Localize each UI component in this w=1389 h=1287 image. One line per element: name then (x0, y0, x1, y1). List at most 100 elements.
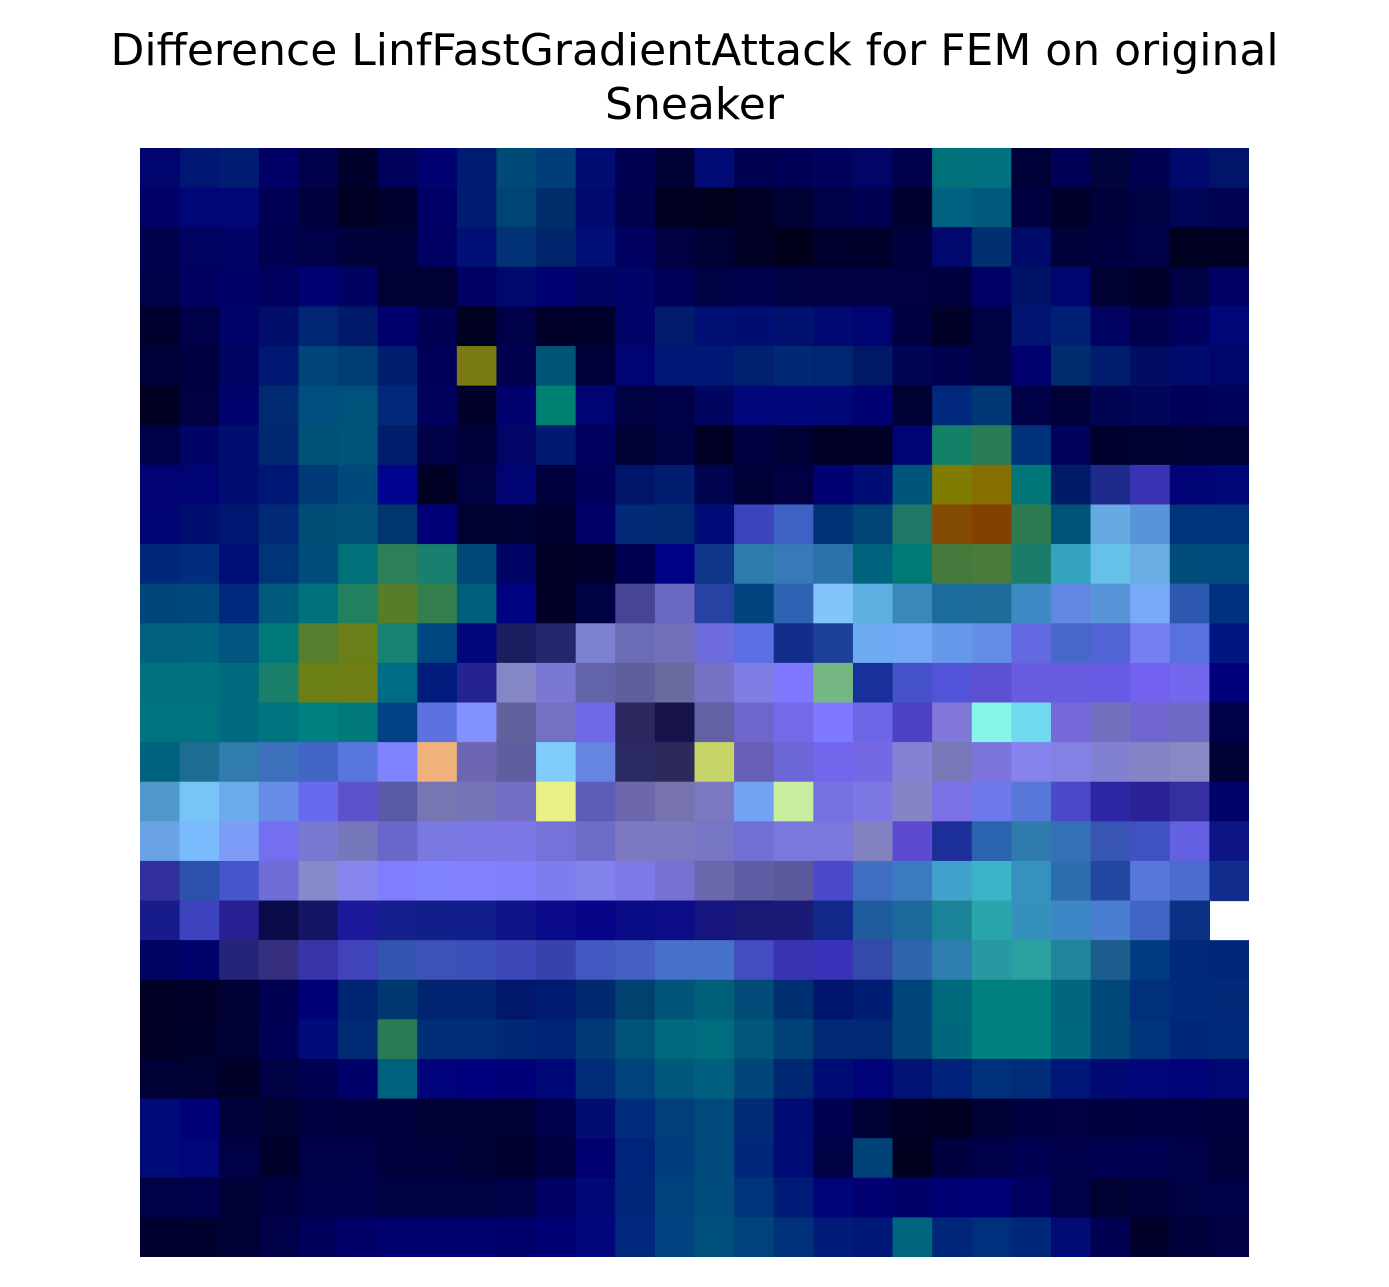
heatmap-cell-r21-c27 (1209, 979, 1249, 1020)
heatmap-cell-r0-c26 (1169, 148, 1210, 189)
heatmap-cell-r24-c13 (654, 1098, 696, 1139)
heatmap-cell-r7-c4 (298, 425, 339, 466)
heatmap-cell-r24-c16 (773, 1098, 814, 1139)
heatmap-cell-r23-c5 (338, 1058, 379, 1100)
heatmap-cell-r9-c2 (219, 504, 260, 545)
heatmap-cell-r5-c1 (179, 346, 220, 387)
heatmap-cell-r27-c18 (852, 1217, 894, 1257)
heatmap-cell-r19-c21 (971, 900, 1012, 941)
heatmap-cell-r17-c10 (536, 821, 577, 862)
heatmap-cell-r15-c14 (694, 742, 735, 783)
heatmap-cell-r24-c21 (971, 1098, 1012, 1139)
heatmap-cell-r24-c11 (575, 1098, 616, 1139)
heatmap-cell-r13-c22 (1011, 662, 1052, 704)
heatmap-cell-r23-c24 (1090, 1058, 1131, 1100)
heatmap-cell-r21-c20 (932, 979, 973, 1020)
heatmap-cell-r19-c8 (456, 900, 498, 941)
heatmap-cell-r26-c20 (932, 1177, 973, 1218)
heatmap-cell-r12-c3 (258, 623, 300, 664)
heatmap-cell-r9-c14 (694, 504, 735, 545)
heatmap-cell-r13-c2 (219, 662, 260, 704)
heatmap-cell-r11-c6 (377, 583, 418, 624)
heatmap-cell-r3-c3 (258, 266, 300, 308)
heatmap-cell-r3-c9 (496, 266, 537, 308)
heatmap-cell-r11-c1 (179, 583, 220, 624)
heatmap-cell-r1-c9 (496, 187, 537, 228)
heatmap-cell-r25-c8 (456, 1138, 498, 1179)
heatmap-cell-r20-c20 (932, 940, 973, 981)
heatmap-cell-r8-c13 (654, 464, 696, 506)
heatmap-cell-r25-c25 (1130, 1138, 1171, 1179)
heatmap-cell-r15-c7 (417, 742, 458, 783)
heatmap-cell-r23-c22 (1011, 1058, 1052, 1100)
heatmap-cell-r27-c19 (892, 1217, 933, 1257)
heatmap-cell-r27-c0 (140, 1217, 181, 1257)
heatmap-cell-r4-c5 (338, 306, 379, 347)
heatmap-cell-r3-c0 (140, 266, 181, 308)
heatmap-cell-r13-c3 (258, 662, 300, 704)
heatmap-cell-r1-c26 (1169, 187, 1210, 228)
heatmap-cell-r21-c1 (179, 979, 220, 1020)
heatmap-cell-r7-c2 (219, 425, 260, 466)
heatmap-cell-r26-c19 (892, 1177, 933, 1218)
heatmap-cell-r21-c19 (892, 979, 933, 1020)
heatmap-cell-r21-c13 (654, 979, 696, 1020)
heatmap-cell-r12-c24 (1090, 623, 1131, 664)
heatmap-cell-r17-c16 (773, 821, 814, 862)
heatmap-cell-r23-c17 (813, 1058, 854, 1100)
heatmap-cell-r8-c9 (496, 464, 537, 506)
heatmap-cell-r12-c0 (140, 623, 181, 664)
heatmap-cell-r20-c26 (1169, 940, 1210, 981)
heatmap-cell-r23-c15 (734, 1058, 775, 1100)
heatmap-cell-r10-c22 (1011, 544, 1052, 585)
heatmap-cell-r13-c12 (615, 662, 656, 704)
heatmap-cell-r23-c19 (892, 1058, 933, 1100)
heatmap-cell-r2-c5 (338, 227, 379, 268)
heatmap-cell-r14-c20 (932, 702, 973, 743)
heatmap-cell-r4-c1 (179, 306, 220, 347)
heatmap-cell-r6-c7 (417, 385, 458, 426)
heatmap-cell-r22-c9 (496, 1019, 537, 1060)
heatmap-cell-r14-c3 (258, 702, 300, 743)
heatmap-cell-r22-c27 (1209, 1019, 1249, 1060)
heatmap-cell-r13-c0 (140, 662, 181, 704)
heatmap-cell-r13-c25 (1130, 662, 1171, 704)
heatmap-cell-r11-c13 (654, 583, 696, 624)
heatmap-cell-r15-c23 (1050, 742, 1092, 783)
chart-title-line-1: Difference LinfFastGradientAttack for FE… (110, 25, 1279, 76)
heatmap-cell-r22-c12 (615, 1019, 656, 1060)
heatmap-cell-r1-c4 (298, 187, 339, 228)
heatmap-cell-r20-c1 (179, 940, 220, 981)
heatmap-cell-r10-c11 (575, 544, 616, 585)
heatmap-cell-r9-c27 (1209, 504, 1249, 545)
heatmap-cell-r8-c5 (338, 464, 379, 506)
heatmap-cell-r8-c6 (377, 464, 418, 506)
heatmap-cell-r11-c3 (258, 583, 300, 624)
heatmap-cell-r23-c11 (575, 1058, 616, 1100)
heatmap-cell-r12-c19 (892, 623, 933, 664)
heatmap-cell-r27-c13 (654, 1217, 696, 1257)
heatmap-cell-r9-c25 (1130, 504, 1171, 545)
heatmap-cell-r18-c8 (456, 860, 498, 902)
heatmap-cell-r10-c23 (1050, 544, 1092, 585)
heatmap-cell-r20-c7 (417, 940, 458, 981)
heatmap-cell-r17-c1 (179, 821, 220, 862)
heatmap-cell-r8-c10 (536, 464, 577, 506)
heatmap-cell-r5-c22 (1011, 346, 1052, 387)
heatmap-cell-r16-c13 (654, 781, 696, 822)
heatmap-cell-r25-c15 (734, 1138, 775, 1179)
heatmap-cell-r22-c3 (258, 1019, 300, 1060)
heatmap-cell-r3-c14 (694, 266, 735, 308)
heatmap-cell-r4-c21 (971, 306, 1012, 347)
heatmap-cell-r21-c17 (813, 979, 854, 1020)
heatmap-cell-r6-c16 (773, 385, 814, 426)
heatmap-cell-r1-c16 (773, 187, 814, 228)
heatmap-cell-r11-c18 (852, 583, 894, 624)
heatmap-cell-r13-c24 (1090, 662, 1131, 704)
heatmap-cell-r25-c21 (971, 1138, 1012, 1179)
heatmap-cell-r16-c4 (298, 781, 339, 822)
heatmap-cell-r16-c25 (1130, 781, 1171, 822)
heatmap-cell-r17-c19 (892, 821, 933, 862)
heatmap-cell-r24-c4 (298, 1098, 339, 1139)
heatmap-cell-r3-c27 (1209, 266, 1249, 308)
